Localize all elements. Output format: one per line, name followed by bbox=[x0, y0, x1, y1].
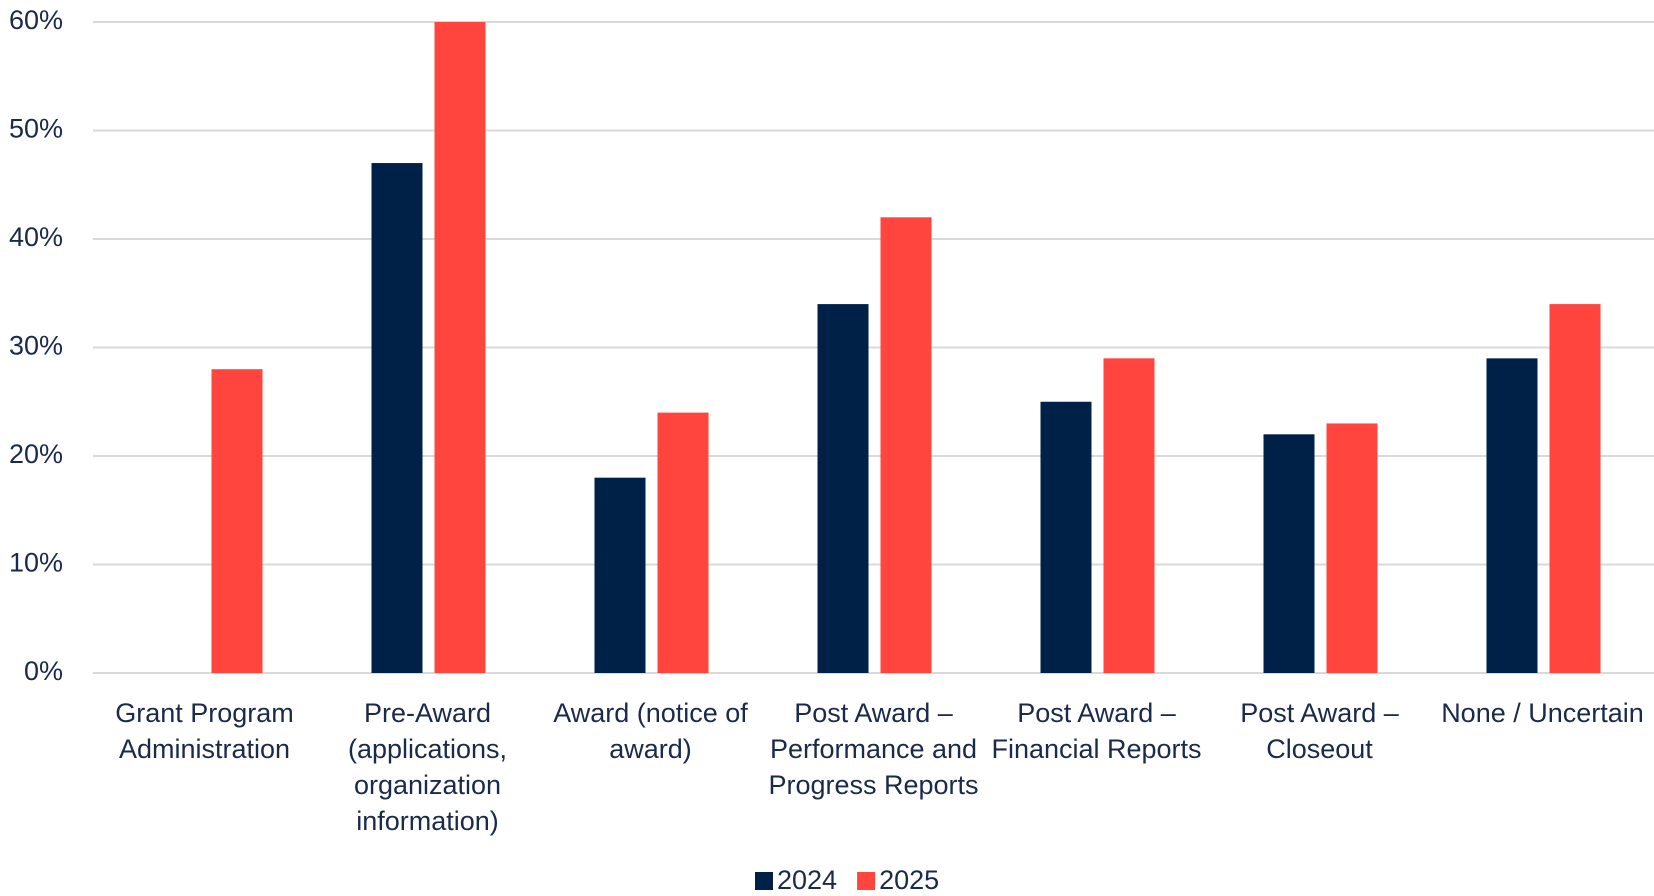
bar bbox=[371, 163, 423, 674]
y-tick-label: 30% bbox=[9, 331, 63, 361]
legend-swatch bbox=[857, 872, 876, 890]
legend-swatch bbox=[755, 872, 773, 890]
bar bbox=[657, 412, 709, 673]
bar bbox=[1549, 304, 1601, 673]
bar bbox=[434, 22, 486, 673]
bar bbox=[880, 217, 932, 674]
y-tick-label: 10% bbox=[9, 548, 63, 578]
x-tick-label: Post Award – Closeout bbox=[1240, 698, 1399, 764]
bar bbox=[1103, 358, 1155, 673]
bar bbox=[211, 369, 263, 673]
y-tick-label: 60% bbox=[9, 5, 63, 35]
x-tick-label: Post Award – Financial Reports bbox=[991, 698, 1202, 764]
y-tick-label: 40% bbox=[9, 222, 63, 252]
bar bbox=[1326, 423, 1378, 673]
x-tick-label: None / Uncertain bbox=[1441, 698, 1644, 728]
x-tick-label: Post Award – Performance and Progress Re… bbox=[768, 698, 979, 800]
legend-label: 2024 bbox=[777, 865, 837, 895]
x-tick-label: Pre-Award (applications, organization in… bbox=[347, 698, 508, 836]
y-tick-label: 0% bbox=[24, 656, 63, 686]
y-tick-label: 20% bbox=[9, 439, 63, 469]
y-tick-label: 50% bbox=[9, 114, 63, 144]
bar bbox=[594, 477, 646, 673]
bar bbox=[1263, 434, 1315, 673]
bar bbox=[1040, 401, 1092, 673]
x-tick-label: Grant Program Administration bbox=[115, 698, 294, 764]
bar bbox=[817, 304, 869, 673]
bar bbox=[1486, 358, 1538, 673]
x-tick-label: Award (notice of award) bbox=[553, 698, 748, 764]
legend-label: 2025 bbox=[879, 865, 939, 895]
